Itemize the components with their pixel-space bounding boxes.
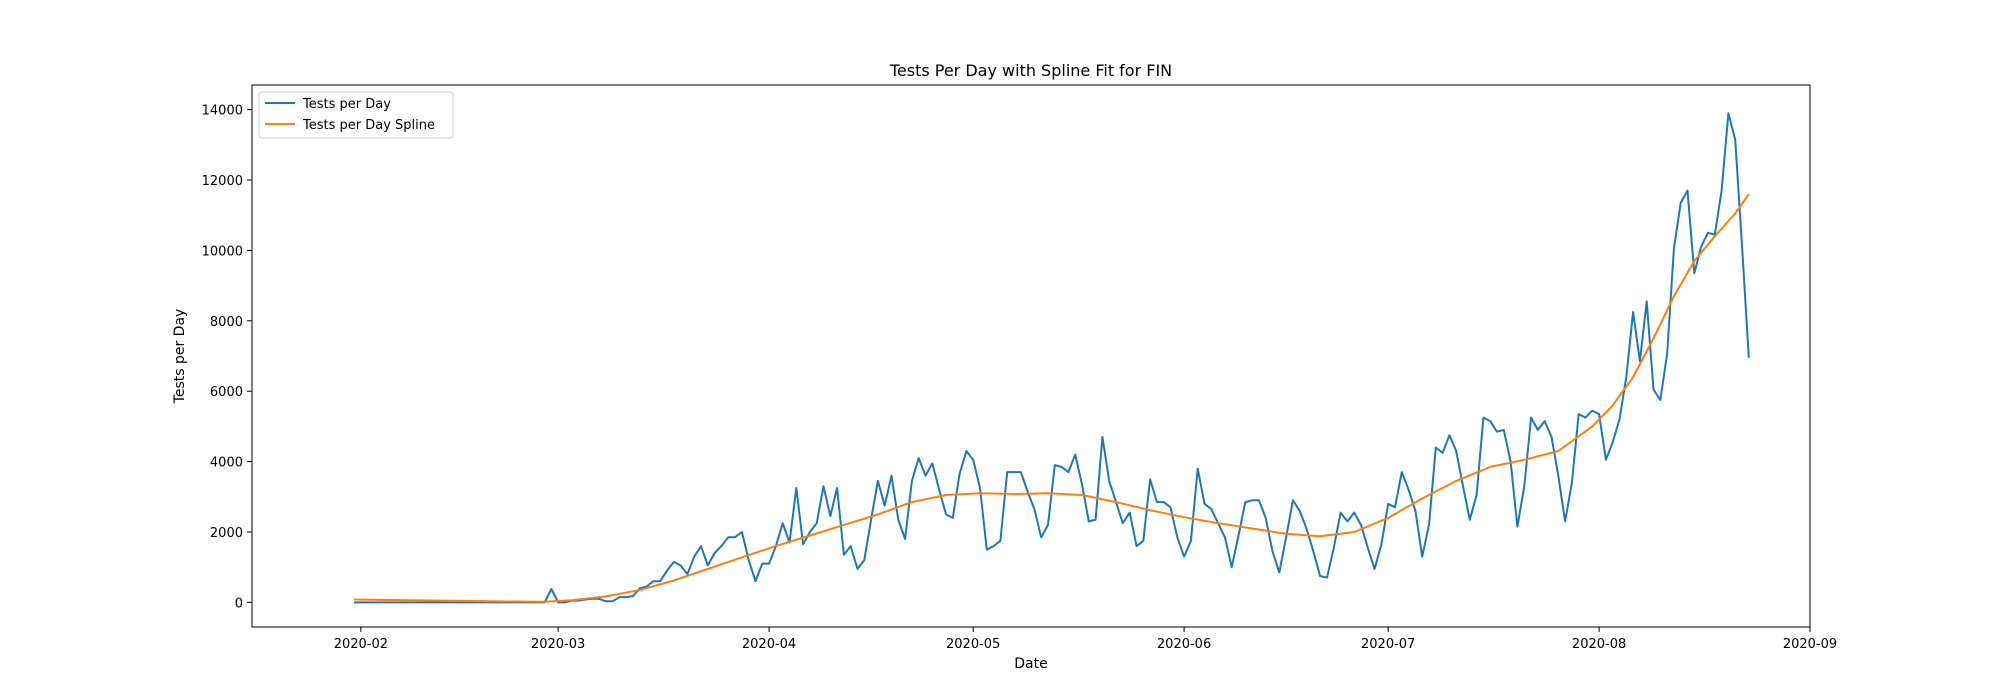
plot-frame (251, 84, 1811, 628)
legend-label-tests-per-day: Tests per Day (302, 97, 391, 112)
x-tick-label: 2020-09 (1783, 637, 1837, 652)
y-tick-label: 2000 (210, 526, 243, 541)
y-tick-label: 0 (235, 596, 243, 611)
x-tick-label: 2020-08 (1572, 637, 1626, 652)
y-tick-label: 12000 (202, 174, 243, 189)
x-tick-label: 2020-05 (946, 637, 1000, 652)
x-axis-ticks: 2020-02 2020-03 2020-04 2020-05 2020-06 2020-… (334, 627, 1837, 652)
x-tick-label: 2020-03 (531, 637, 585, 652)
x-axis-label: Date (1014, 656, 1047, 672)
x-tick-label: 2020-07 (1361, 637, 1415, 652)
x-tick-label: 2020-06 (1157, 637, 1211, 652)
x-tick-label: 2020-02 (334, 637, 388, 652)
legend: Tests per Day Tests per Day Spline (258, 91, 454, 139)
series-line-0 (354, 112, 1750, 604)
y-tick-label: 4000 (210, 456, 243, 471)
y-axis-ticks: 0 2000 4000 6000 8000 10000 12000 14000 (202, 104, 252, 611)
y-axis-label: Tests per Day (172, 309, 188, 405)
series-line-1 (354, 193, 1750, 603)
y-tick-label: 6000 (210, 385, 243, 400)
axes (251, 84, 1811, 628)
plot-lines (354, 112, 1750, 604)
chart-title: Tests Per Day with Spline Fit for FIN (889, 61, 1172, 80)
y-tick-label: 14000 (202, 104, 243, 119)
x-tick-label: 2020-04 (742, 637, 796, 652)
legend-box (258, 91, 454, 139)
y-tick-label: 8000 (210, 315, 243, 330)
legend-label-tests-per-day-spline: Tests per Day Spline (302, 118, 435, 133)
y-tick-label: 10000 (202, 244, 243, 259)
